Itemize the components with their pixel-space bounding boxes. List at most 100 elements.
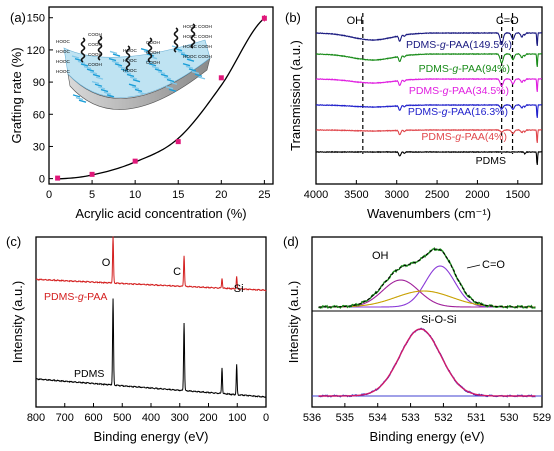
a-inset-chain-segment [134,88,143,93]
a-inset-chain-segment [180,53,189,57]
a-inset-polymer-chain [97,35,103,61]
a-inset-chain-segment [92,73,101,78]
a-inset-chain-segment [117,65,126,70]
a-inset-chain-segment [86,68,95,72]
c-x-tick-label: 600 [84,412,102,424]
a-y-tick-label: 60 [33,109,45,121]
panel-d-label: (d) [283,234,299,249]
c-x-tick-label: 400 [142,412,160,424]
a-inset-hooc-label: HOOC [123,48,137,53]
d-y-axis-label: Intensity (a.u.) [286,281,301,363]
a-inset-chain-segment [95,76,104,80]
c-x-tick-label: 0 [263,412,269,424]
a-inset-chain-segment [137,91,146,95]
a-inset-chain-segment [174,47,183,52]
a-inset-chain-segment [128,83,137,87]
a-inset-cooh-label: COOH [198,24,212,29]
b-series-label: PDMS-g-PAA(149.5%) [406,39,512,51]
a-inset-polymer-chain [147,37,153,63]
b-spectrum-line [315,77,543,92]
a-inset-chain-segment [177,50,186,54]
a-x-tick-label: 25 [258,189,270,201]
b-annotation-co: C=O [496,15,519,27]
d-annotation-co: C=O [482,259,505,271]
a-inset-chain-segment [108,57,117,62]
d-plot-frame [311,236,543,408]
d-fit-component-sios [318,290,536,308]
a-inset-chain-segment [183,55,192,60]
d-fit-component-oh [318,279,536,308]
a-inset-chain-segment [120,68,129,72]
a-inset-chain-segment [165,86,174,90]
d-fit-envelope [318,248,536,308]
c-x-tick-label: 100 [228,412,246,424]
a-data-point [218,75,224,81]
panel-b-label: (b) [285,10,301,25]
a-inset-chain-segment [106,94,115,98]
b-series-label: PDMS-g-PAA(34.5%) [409,85,509,97]
c-peak-label-o: O [102,257,111,269]
d-x-tick-label: 536 [303,412,321,424]
d-annotation-sios: Si-O-Si [421,314,456,326]
a-y-tick-label: 150 [27,13,45,25]
a-inset-polymer-chain [125,45,131,71]
d-x-tick-label: 533 [401,412,419,424]
a-inset-cooh-label: COOH [198,34,212,39]
c-series-label-pdms: PDMS [74,368,104,380]
b-x-tick-label: 4000 [304,189,328,201]
a-x-tick-label: 10 [129,189,141,201]
a-inset-chain-segment [129,76,138,80]
a-inset-chain-segment [185,65,194,69]
a-inset-cooh-label: COOH [146,50,160,55]
a-inset-hooc-label: HOOC [183,24,197,29]
b-x-tick-label: 2000 [465,189,489,201]
a-inset-chain-segment [194,73,203,77]
d-x-tick-label: 535 [336,412,354,424]
b-x-tick-label: 3500 [344,189,368,201]
a-inset-cooh-label: COOH [88,42,102,47]
b-spectrum-line [315,103,543,118]
a-inset-chain-segment [112,53,121,57]
b-series-label: PDMS-g-PAA(94%) [419,63,510,75]
a-inset-hooc-label: HOOC [123,58,137,63]
a-inset-hooc-label: HOOC [183,34,197,39]
a-inset-hooc-label: HOOC [183,44,197,49]
a-inset-cooh-label: COOH [88,62,102,67]
a-x-axis-label: Acrylic acid concentration (%) [75,206,246,221]
a-inset-chain-segment [163,76,172,80]
b-annotation-oh: OH [347,15,364,27]
d-annotation-oh: OH [372,250,389,262]
a-inset-chain-segment [168,88,177,93]
a-inset-hooc-label: HOOC [56,69,70,74]
a-inset-hydrogel-layer [63,39,211,98]
a-data-point [175,139,181,145]
a-inset-substrate [67,57,211,110]
a-inset-chain-segment [160,73,169,77]
a-inset-chain-segment [80,63,89,67]
a-inset-illustration: HOOC HOOC HOOC HOOC HOOC HOOC HOOC HOOC HOOC HOOC… [56,23,212,110]
d-x-tick-label: 531 [467,412,485,424]
b-spectrum-line [315,52,543,67]
a-inset-chain-segment [148,63,157,67]
a-inset-chain-segment [186,58,195,62]
b-spectrum-line [315,128,543,143]
d-annotation-pointer [466,264,481,269]
d-x-tick-label: 529 [533,412,551,424]
a-inset-chain-segment [109,50,118,55]
a-inset-chain-segment [114,63,123,67]
a-inset-cooh-label: COOH [88,32,102,37]
a-inset-chain-segment [157,71,166,75]
b-plot-frame [315,6,543,185]
a-inset-chain-segment [89,71,98,75]
a-inset-cooh-label: COOH [198,54,212,59]
panel-c-xps-survey: (c) 800 700 600 500 400 300 200 100 0 Binding ener… [6,234,269,444]
a-inset-hooc-label: HOOC [183,54,197,59]
c-x-tick-label: 300 [171,412,189,424]
b-x-tick-label: 2500 [425,189,449,201]
c-x-tick-label: 800 [27,412,45,424]
a-inset-chain-segment [71,55,80,59]
a-inset-chain-segment [166,78,175,83]
panel-b-ftir-spectra: (b) 4000 3500 3000 2500 2000 1500 Wavenumbers (… [285,6,543,221]
a-inset-cooh-label: COOH [88,52,102,57]
a-inset-chain-segment [191,70,200,75]
